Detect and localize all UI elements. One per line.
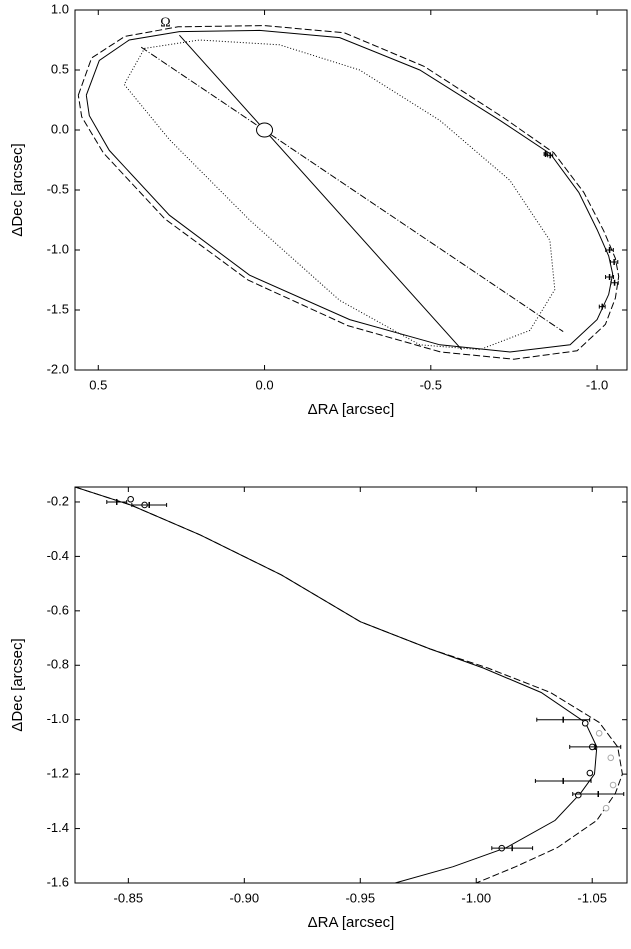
orbit-line xyxy=(123,39,556,351)
orbit-line xyxy=(75,487,598,883)
x-tick-label: -1.0 xyxy=(586,377,608,392)
y-axis-label: ΔDec [arcsec] xyxy=(9,143,26,236)
model-position xyxy=(602,804,610,812)
model-position xyxy=(595,730,603,737)
primary-star xyxy=(256,122,274,138)
y-tick-label: 1.0 xyxy=(51,1,69,16)
x-axis-label: ΔRA [arcsec] xyxy=(308,401,395,418)
observation xyxy=(543,151,548,157)
model-position xyxy=(607,754,615,762)
y-tick-label: -0.2 xyxy=(47,493,69,508)
chart: 0.5 0.0 -0.5 -1.0 1.0 0.5 0.0 -0.5 -1.0 -1.5 -2.0 Δ… xyxy=(9,1,628,418)
plot-area xyxy=(75,487,625,883)
x-tick-label: 0.0 xyxy=(256,377,274,392)
y-tick-label: 0.0 xyxy=(51,121,69,136)
y-tick-label: -1.2 xyxy=(47,766,69,781)
y-tick-label: -0.4 xyxy=(47,548,69,563)
x-axis-label: ΔRA [arcsec] xyxy=(308,914,395,931)
y-tick-label: -1.0 xyxy=(47,241,69,256)
y-tick-label: 0.5 xyxy=(51,61,69,76)
observation xyxy=(131,501,168,508)
observation xyxy=(610,279,619,286)
y-tick-label: -1.5 xyxy=(47,301,69,316)
orbit-line xyxy=(179,34,463,350)
orbit-line xyxy=(85,29,614,353)
observation xyxy=(598,303,606,310)
observation xyxy=(534,777,592,784)
observation xyxy=(609,259,619,265)
observation xyxy=(491,845,534,852)
x-tick-label: -1.05 xyxy=(577,890,607,905)
model-position xyxy=(581,719,589,727)
x-tick-label: -0.85 xyxy=(114,890,144,905)
y-tick-label: -0.8 xyxy=(47,657,69,672)
model-position xyxy=(586,769,594,777)
y-tick-label: -0.6 xyxy=(47,602,69,617)
y-tick-label: -1.4 xyxy=(47,820,69,835)
observation xyxy=(572,791,625,798)
x-tick-label: -0.95 xyxy=(345,890,375,905)
y-tick-label: -2.0 xyxy=(47,361,69,376)
orbit-line xyxy=(75,487,623,883)
x-tick-label: -1.00 xyxy=(461,890,491,905)
orbit-line xyxy=(77,25,620,360)
observation xyxy=(605,247,614,253)
model-position xyxy=(609,781,617,789)
x-tick-label: -0.90 xyxy=(229,890,259,905)
y-tick-label: -1.0 xyxy=(47,711,69,726)
x-tick-label: 0.5 xyxy=(89,377,107,392)
plot-frame xyxy=(74,9,628,371)
model-position xyxy=(574,791,582,799)
y-axis-label: ΔDec [arcsec] xyxy=(9,638,26,731)
annotation: Ω xyxy=(160,15,170,30)
chart: -0.85 -0.90 -0.95 -1.00 -1.05 -0.2 -0.4 -0.6 -0.… xyxy=(9,486,628,931)
plot-area xyxy=(77,25,620,360)
x-tick-label: -0.5 xyxy=(420,377,442,392)
model-position xyxy=(127,495,134,503)
observation xyxy=(536,716,591,723)
observation xyxy=(106,498,128,505)
y-tick-label: -0.5 xyxy=(47,181,69,196)
orbit-line xyxy=(140,46,564,333)
observation xyxy=(547,152,554,159)
y-tick-label: -1.6 xyxy=(47,874,69,889)
plot-frame xyxy=(74,486,628,884)
observation xyxy=(569,743,622,750)
observation xyxy=(605,274,615,280)
